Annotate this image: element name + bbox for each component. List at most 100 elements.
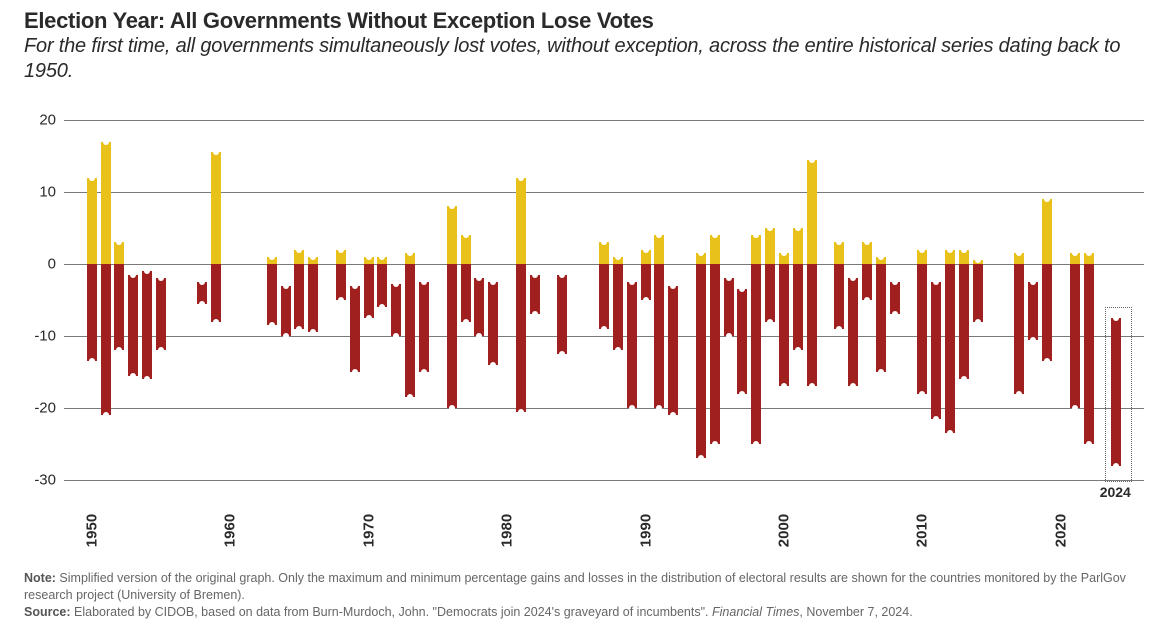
bar-upper: [211, 152, 221, 264]
bar-upper: [461, 235, 471, 264]
bar-lower: [350, 286, 360, 372]
bar-endpoint-dot: [878, 254, 884, 260]
bar-upper: [834, 242, 844, 264]
callout-label-2024: 2024: [1100, 484, 1131, 500]
bar-upper: [654, 235, 664, 264]
x-axis-decade-label: 1960: [222, 514, 239, 547]
bar-endpoint-dot: [892, 311, 898, 317]
bar-lower: [281, 286, 291, 336]
bar-endpoint-dot: [199, 301, 205, 307]
bar-endpoint-dot: [670, 283, 676, 289]
bar-endpoint-dot: [559, 351, 565, 357]
bar-endpoint-dot: [1044, 358, 1050, 364]
y-axis-label: 0: [48, 256, 56, 273]
bar-endpoint-dot: [1072, 405, 1078, 411]
bar-endpoint-dot: [310, 329, 316, 335]
bar-endpoint-dot: [629, 405, 635, 411]
bar-endpoint-dot: [338, 297, 344, 303]
bar-endpoint-dot: [753, 441, 759, 447]
bar-lower: [917, 264, 927, 394]
bar-upper: [807, 160, 817, 264]
bar-endpoint-dot: [130, 272, 136, 278]
bar-endpoint-dot: [670, 412, 676, 418]
bar-lower: [765, 264, 775, 322]
bar-lower: [391, 284, 401, 336]
bar-endpoint-dot: [836, 326, 842, 332]
bar-upper: [114, 242, 124, 264]
bar-endpoint-dot: [518, 175, 524, 181]
bar-lower: [516, 264, 526, 412]
bar-lower: [114, 264, 124, 350]
bar-upper: [793, 228, 803, 264]
bar-endpoint-dot: [283, 283, 289, 289]
bar-endpoint-dot: [892, 279, 898, 285]
bar-endpoint-dot: [158, 347, 164, 353]
x-axis-decade-label: 1980: [499, 514, 516, 547]
bar-endpoint-dot: [490, 362, 496, 368]
bar-endpoint-dot: [352, 283, 358, 289]
bar-lower: [1111, 318, 1121, 466]
bar-endpoint-dot: [864, 297, 870, 303]
bar-upper: [765, 228, 775, 264]
source-label: Source:: [24, 605, 71, 619]
bar-lower: [461, 264, 471, 322]
bar-endpoint-dot: [698, 455, 704, 461]
bar-lower: [848, 278, 858, 386]
bar-endpoint-dot: [89, 175, 95, 181]
bar-endpoint-dot: [213, 319, 219, 325]
bar-lower: [142, 271, 152, 379]
grid-line: [64, 120, 1144, 121]
bar-endpoint-dot: [366, 254, 372, 260]
bar-endpoint-dot: [961, 247, 967, 253]
bar-endpoint-dot: [463, 319, 469, 325]
bar-endpoint-dot: [310, 254, 316, 260]
bar-lower: [945, 264, 955, 433]
bar-endpoint-dot: [130, 373, 136, 379]
bar-upper: [862, 242, 872, 264]
bar-lower: [654, 264, 664, 408]
bar-endpoint-dot: [1016, 391, 1022, 397]
bar-lower: [1070, 264, 1080, 408]
bar-endpoint-dot: [739, 391, 745, 397]
y-axis-label: 10: [39, 184, 56, 201]
bar-endpoint-dot: [269, 322, 275, 328]
bar-lower: [627, 282, 637, 408]
bar-endpoint-dot: [947, 247, 953, 253]
bar-lower: [1028, 282, 1038, 340]
bar-endpoint-dot: [933, 416, 939, 422]
bar-endpoint-dot: [296, 326, 302, 332]
bar-endpoint-dot: [449, 405, 455, 411]
bar-lower: [336, 264, 346, 300]
bar-lower: [737, 289, 747, 393]
bar-lower: [724, 278, 734, 336]
bar-endpoint-dot: [296, 247, 302, 253]
bar-endpoint-dot: [629, 279, 635, 285]
bar-endpoint-dot: [366, 315, 372, 321]
y-axis-label: -20: [34, 400, 56, 417]
bar-upper: [87, 178, 97, 264]
bar-endpoint-dot: [1086, 250, 1092, 256]
bar-upper: [1042, 199, 1052, 264]
bar-lower: [267, 264, 277, 325]
bar-lower: [419, 282, 429, 372]
bar-upper: [447, 206, 457, 264]
bar-lower: [779, 264, 789, 386]
bar-endpoint-dot: [809, 157, 815, 163]
bar-lower: [377, 264, 387, 307]
bar-endpoint-dot: [795, 347, 801, 353]
y-axis-label: -10: [34, 328, 56, 345]
chart-subtitle: For the first time, all governments simu…: [24, 34, 1134, 84]
bar-endpoint-dot: [338, 247, 344, 253]
note-text: Simplified version of the original graph…: [24, 571, 1126, 602]
grid-line: [64, 408, 1144, 409]
bar-endpoint-dot: [116, 347, 122, 353]
bar-lower: [1014, 264, 1024, 394]
bar-lower: [599, 264, 609, 329]
bar-lower: [751, 264, 761, 444]
grid-line: [64, 480, 1144, 481]
bar-endpoint-dot: [656, 405, 662, 411]
y-axis-label: -30: [34, 472, 56, 489]
y-axis-label: 20: [39, 112, 56, 129]
bar-endpoint-dot: [726, 333, 732, 339]
x-axis-decade-label: 1990: [637, 514, 654, 547]
